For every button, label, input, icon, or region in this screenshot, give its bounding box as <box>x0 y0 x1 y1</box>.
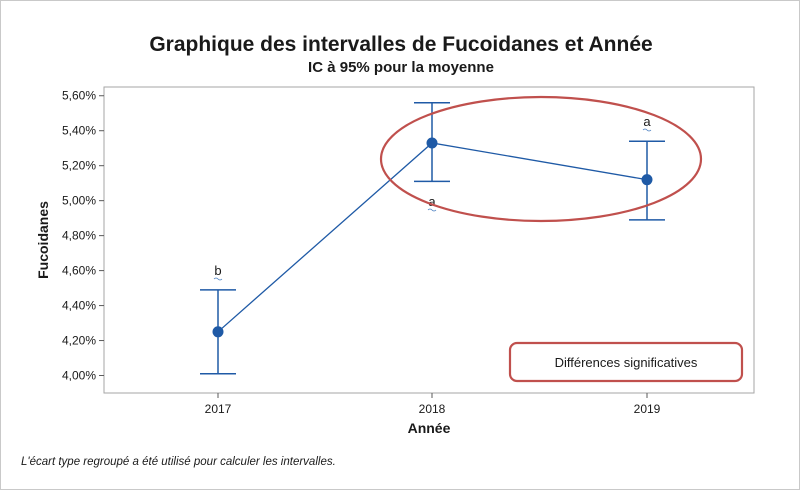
y-tick-label: 4,00% <box>62 369 96 383</box>
chart-title: Graphique des intervalles de Fucoidanes … <box>149 33 652 56</box>
chart-subtitle: IC à 95% pour la moyenne <box>308 59 494 76</box>
mean-point <box>426 137 438 149</box>
y-tick-label: 5,60% <box>62 89 96 103</box>
x-tick-label: 2019 <box>634 402 661 416</box>
group-letter: b <box>214 263 221 278</box>
series-group: b a a <box>200 101 665 375</box>
spellcheck-underline <box>642 128 652 132</box>
y-axis: 4,00% 4,20% 4,40% 4,60% 4,80% 5,00% 5,20% 5,40%… <box>62 89 104 383</box>
y-tick-label: 5,40% <box>62 124 96 138</box>
y-tick-label: 4,60% <box>62 264 96 278</box>
annotation-box <box>508 341 744 383</box>
footnote: L'écart type regroupé a été utilisé pour… <box>21 456 336 468</box>
x-tick-label: 2017 <box>205 402 232 416</box>
y-tick-label: 5,20% <box>62 159 96 173</box>
x-axis: 2017 2018 2019 <box>205 393 661 416</box>
annotation-text: Différences significatives <box>555 355 698 370</box>
y-tick-label: 5,00% <box>62 194 96 208</box>
y-tick-label: 4,40% <box>62 299 96 313</box>
group-letter: a <box>643 114 651 129</box>
group-letter: a <box>428 194 436 209</box>
y-tick-label: 4,20% <box>62 334 96 348</box>
x-tick-label: 2018 <box>419 402 446 416</box>
spellcheck-underline <box>213 277 223 281</box>
x-axis-label: Année <box>408 420 451 436</box>
y-axis-label: Fucoidanes <box>35 201 51 279</box>
significance-ellipse <box>379 95 703 223</box>
mean-point <box>641 174 653 186</box>
spellcheck-underline <box>427 208 437 212</box>
y-tick-label: 4,80% <box>62 229 96 243</box>
mean-point <box>212 326 224 338</box>
